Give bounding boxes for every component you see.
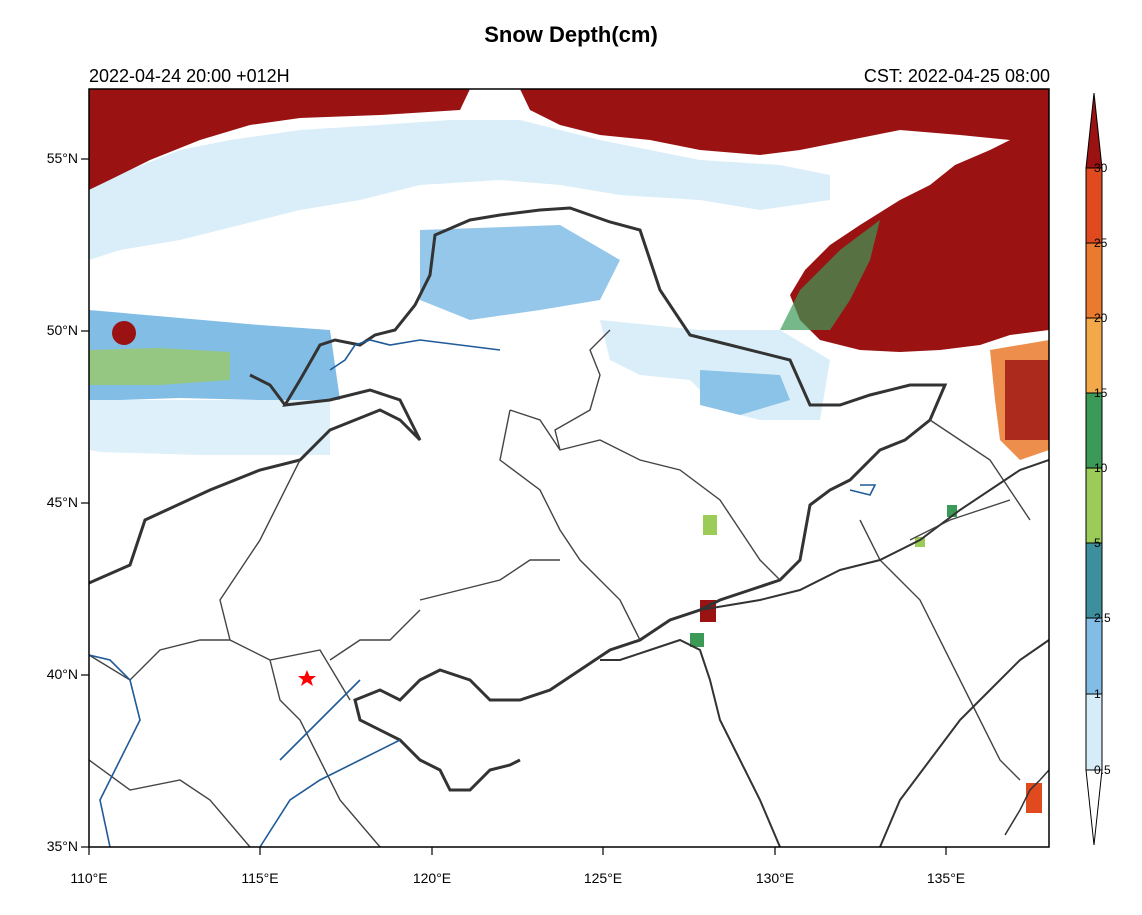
axis-ticks	[81, 158, 947, 855]
lon-label: 115°E	[241, 870, 279, 886]
lon-label: 135°E	[926, 870, 966, 886]
snow-patch-korea-2	[690, 633, 704, 647]
snow-area-west-fringe	[89, 400, 330, 455]
colorbar-label: 15	[1094, 386, 1108, 400]
colorbar	[1085, 92, 1103, 846]
valid-time-label: CST: 2022-04-25 08:00	[863, 66, 1050, 86]
map-lines	[89, 206, 1049, 847]
colorbar-label: 30	[1094, 161, 1108, 175]
snow-area-heavy-northeast	[520, 89, 1049, 352]
lat-label: 45°N	[46, 494, 78, 510]
snow-area-heavy-northwest	[89, 89, 470, 190]
lon-label: 120°E	[412, 870, 452, 886]
coastline	[600, 459, 1049, 847]
colorbar-label: 0.5	[1094, 763, 1111, 777]
lon-label: 110°E	[70, 870, 108, 886]
snow-area-west-band-core	[89, 348, 230, 385]
snow-area-light-northwest	[89, 120, 830, 260]
snow-depth-field	[89, 89, 1049, 813]
national-border	[89, 206, 948, 792]
lat-label: 35°N	[46, 838, 78, 854]
snow-area-central-blue	[700, 370, 790, 415]
snow-area-heavy-east-patch	[1005, 360, 1049, 440]
colorbar-label: 5	[1094, 536, 1101, 550]
colorbar-label: 25	[1094, 236, 1108, 250]
snow-patch-japan	[1026, 783, 1042, 813]
lat-label: 55°N	[46, 150, 78, 166]
colorbar-label: 10	[1094, 461, 1108, 475]
snow-area-central-north	[420, 225, 620, 320]
colorbar-label: 2.5	[1094, 611, 1111, 625]
snow-area-heavy-fringe	[780, 220, 880, 330]
snow-patch-korea-3	[703, 515, 717, 535]
colorbar-label: 1	[1094, 687, 1101, 701]
provincial-border	[89, 329, 1031, 847]
plot-frame	[88, 88, 1050, 848]
star-icon	[298, 670, 316, 686]
lon-label: 125°E	[583, 870, 623, 886]
lat-label: 40°N	[46, 666, 78, 682]
colorbar-label: 20	[1094, 311, 1108, 325]
forecast-time-label: 2022-04-24 20:00 +012H	[89, 66, 290, 86]
snow-patch-east-2	[947, 505, 957, 517]
map-title: Snow Depth(cm)	[484, 22, 658, 47]
lon-label: 130°E	[755, 870, 795, 886]
snow-patch-east-1	[915, 537, 925, 547]
snow-patch-west-red	[112, 321, 136, 345]
river	[89, 339, 877, 847]
mongolia-border	[249, 373, 287, 406]
island	[1004, 769, 1049, 836]
lat-label: 50°N	[46, 322, 78, 338]
